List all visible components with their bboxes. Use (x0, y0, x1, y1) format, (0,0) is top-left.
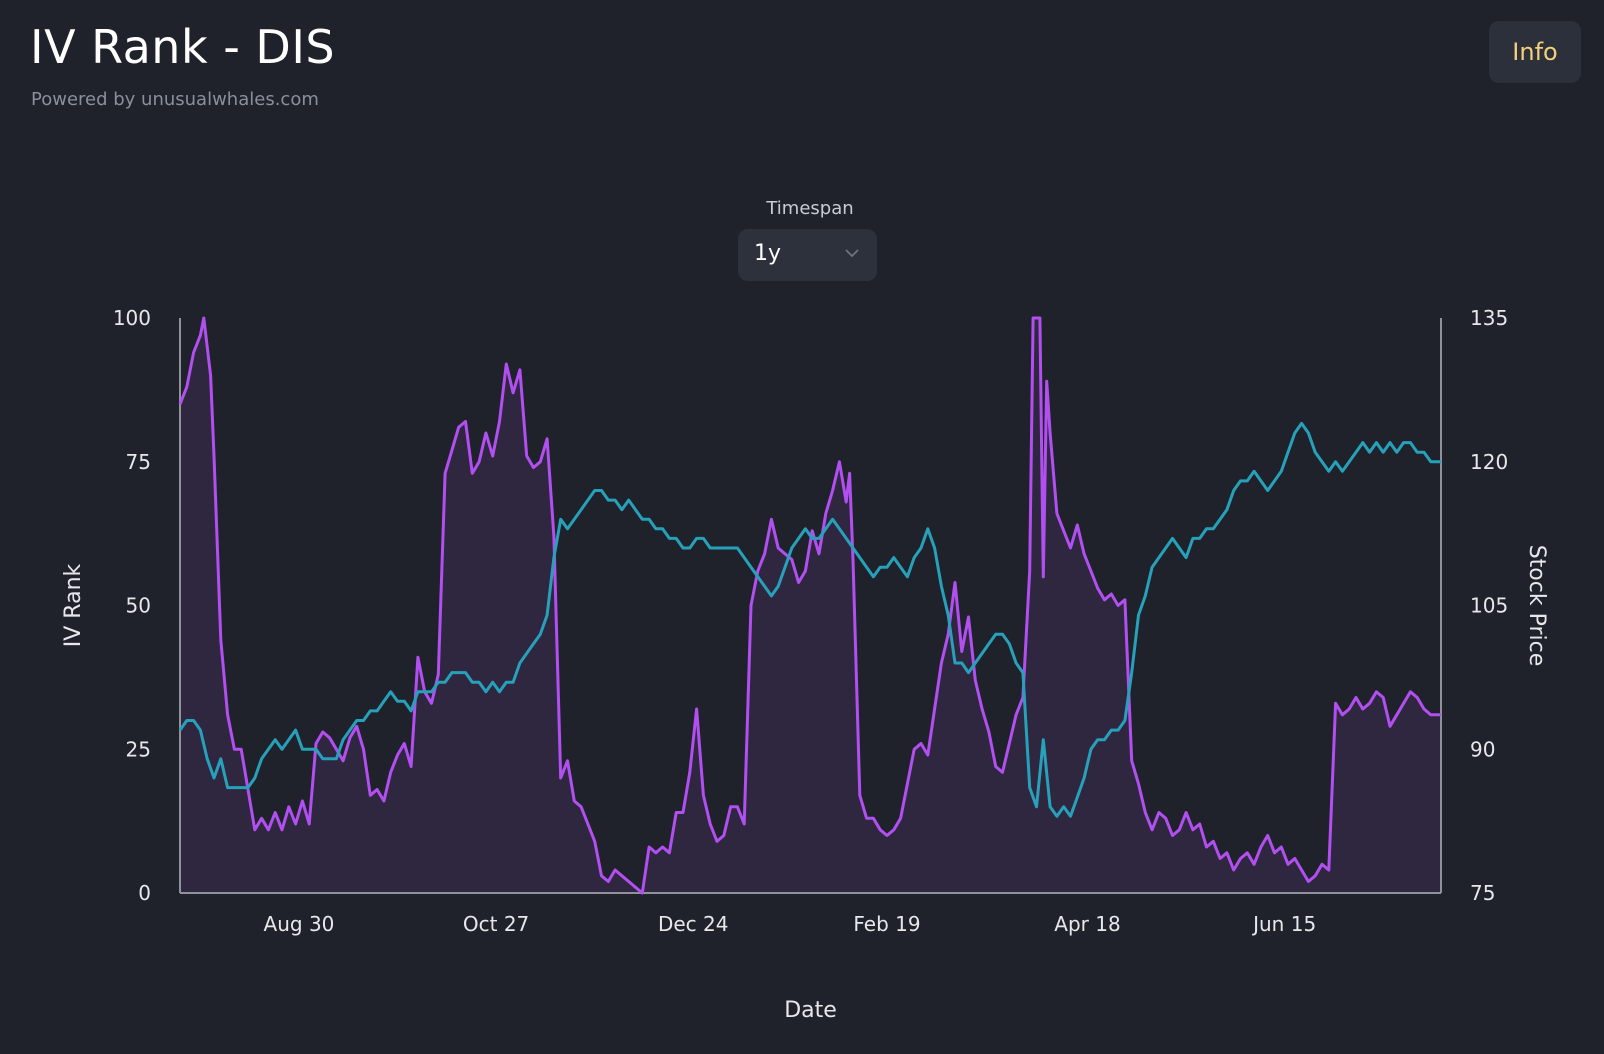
timespan-selected-value: 1y (754, 241, 782, 266)
y-left-tick-label: 0 (138, 881, 151, 905)
iv-rank-area (180, 318, 1441, 893)
x-tick-label: Apr 18 (1054, 912, 1120, 936)
info-button[interactable]: Info (1489, 21, 1581, 83)
x-tick-label: Feb 19 (853, 912, 920, 936)
y-left-tick-label: 100 (113, 306, 151, 330)
chart-labels: 0 25 50 75 100 75 90 105 120 135 Aug 30 Oct 27 Dec 2… (61, 306, 1549, 1023)
x-tick-label: Oct 27 (463, 912, 529, 936)
y-right-tick-label: 75 (1470, 881, 1495, 905)
x-tick-label: Aug 30 (264, 912, 335, 936)
y-left-tick-label: 75 (126, 450, 151, 474)
y-right-tick-label: 90 (1470, 737, 1495, 761)
page-title: IV Rank - DIS (30, 20, 336, 74)
timespan-label: Timespan (766, 198, 854, 219)
chart-lines (178, 316, 1441, 895)
x-tick-label: Jun 15 (1251, 912, 1316, 936)
iv-rank-line (178, 316, 1441, 895)
stock-price-line (178, 421, 1441, 818)
chevron-down-icon (845, 249, 859, 258)
y-left-tick-label: 25 (126, 737, 151, 761)
y-left-tick-label: 50 (126, 594, 151, 618)
y-right-axis-title: Stock Price (1524, 545, 1549, 667)
y-right-tick-label: 135 (1470, 306, 1508, 330)
timespan-select[interactable]: 1y (738, 229, 877, 281)
powered-by-text: Powered by unusualwhales.com (31, 89, 319, 110)
y-right-tick-label: 105 (1470, 594, 1508, 618)
y-left-axis-title: IV Rank (61, 563, 86, 647)
y-right-tick-label: 120 (1470, 450, 1508, 474)
chart-axes (179, 318, 1442, 894)
chart-fill-layer (180, 318, 1441, 893)
x-axis-title: Date (784, 998, 837, 1023)
x-tick-label: Dec 24 (658, 912, 729, 936)
